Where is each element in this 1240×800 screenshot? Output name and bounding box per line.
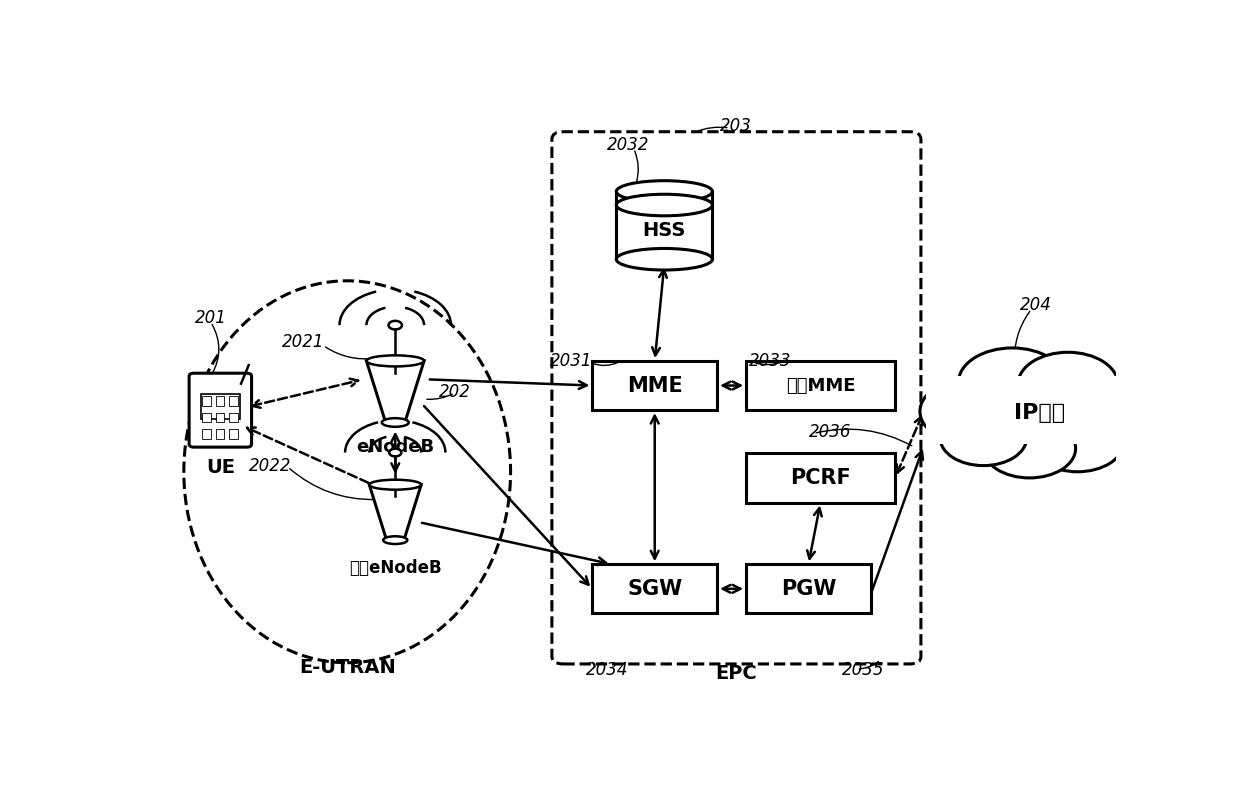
Bar	[216, 413, 224, 422]
Circle shape	[959, 348, 1066, 417]
Text: HSS: HSS	[642, 221, 686, 240]
Text: 2021: 2021	[281, 334, 325, 351]
Bar	[593, 361, 717, 410]
Circle shape	[940, 410, 1027, 466]
Text: 204: 204	[1019, 297, 1052, 314]
Text: EPC: EPC	[715, 664, 758, 682]
Text: 其它eNodeB: 其它eNodeB	[348, 559, 441, 578]
Text: PCRF: PCRF	[790, 468, 851, 488]
Bar	[216, 430, 224, 439]
Bar	[202, 396, 211, 406]
Bar	[746, 564, 870, 614]
Polygon shape	[926, 376, 1152, 444]
Bar	[746, 361, 895, 410]
Bar	[201, 394, 241, 419]
Circle shape	[389, 449, 402, 457]
Bar	[593, 564, 717, 614]
Circle shape	[388, 321, 402, 330]
Bar	[202, 430, 211, 439]
Bar	[229, 396, 238, 406]
Bar	[229, 413, 238, 422]
Bar	[202, 413, 211, 422]
Text: 2034: 2034	[585, 661, 627, 679]
Text: UE: UE	[206, 458, 234, 477]
FancyBboxPatch shape	[190, 373, 252, 447]
Ellipse shape	[616, 249, 712, 270]
Bar	[216, 396, 224, 406]
Text: PGW: PGW	[781, 579, 836, 598]
Polygon shape	[370, 485, 422, 540]
Circle shape	[983, 418, 1075, 478]
Text: 2033: 2033	[749, 352, 791, 370]
Ellipse shape	[383, 536, 408, 544]
Text: MME: MME	[627, 375, 682, 395]
Circle shape	[1063, 381, 1154, 440]
Ellipse shape	[370, 480, 422, 490]
Circle shape	[920, 379, 1021, 443]
Text: IP业务: IP业务	[1013, 403, 1065, 423]
Text: SGW: SGW	[627, 579, 682, 598]
Ellipse shape	[616, 181, 712, 202]
Text: eNodeB: eNodeB	[356, 438, 434, 456]
Text: 202: 202	[439, 382, 470, 401]
Bar	[746, 454, 895, 502]
Text: 2035: 2035	[842, 661, 884, 679]
Text: 2036: 2036	[808, 422, 851, 441]
Text: 203: 203	[720, 117, 751, 134]
Bar	[229, 430, 238, 439]
Text: 201: 201	[196, 309, 227, 326]
Bar	[616, 191, 712, 259]
Ellipse shape	[382, 418, 409, 426]
Text: 2031: 2031	[549, 352, 593, 370]
Text: 2032: 2032	[606, 136, 650, 154]
Text: 2022: 2022	[249, 457, 291, 474]
Ellipse shape	[367, 355, 424, 366]
Circle shape	[1032, 413, 1123, 472]
Circle shape	[1018, 352, 1118, 416]
Polygon shape	[367, 361, 424, 422]
Ellipse shape	[616, 194, 712, 216]
Text: E-UTRAN: E-UTRAN	[299, 658, 396, 677]
Text: 其它MME: 其它MME	[786, 377, 856, 394]
